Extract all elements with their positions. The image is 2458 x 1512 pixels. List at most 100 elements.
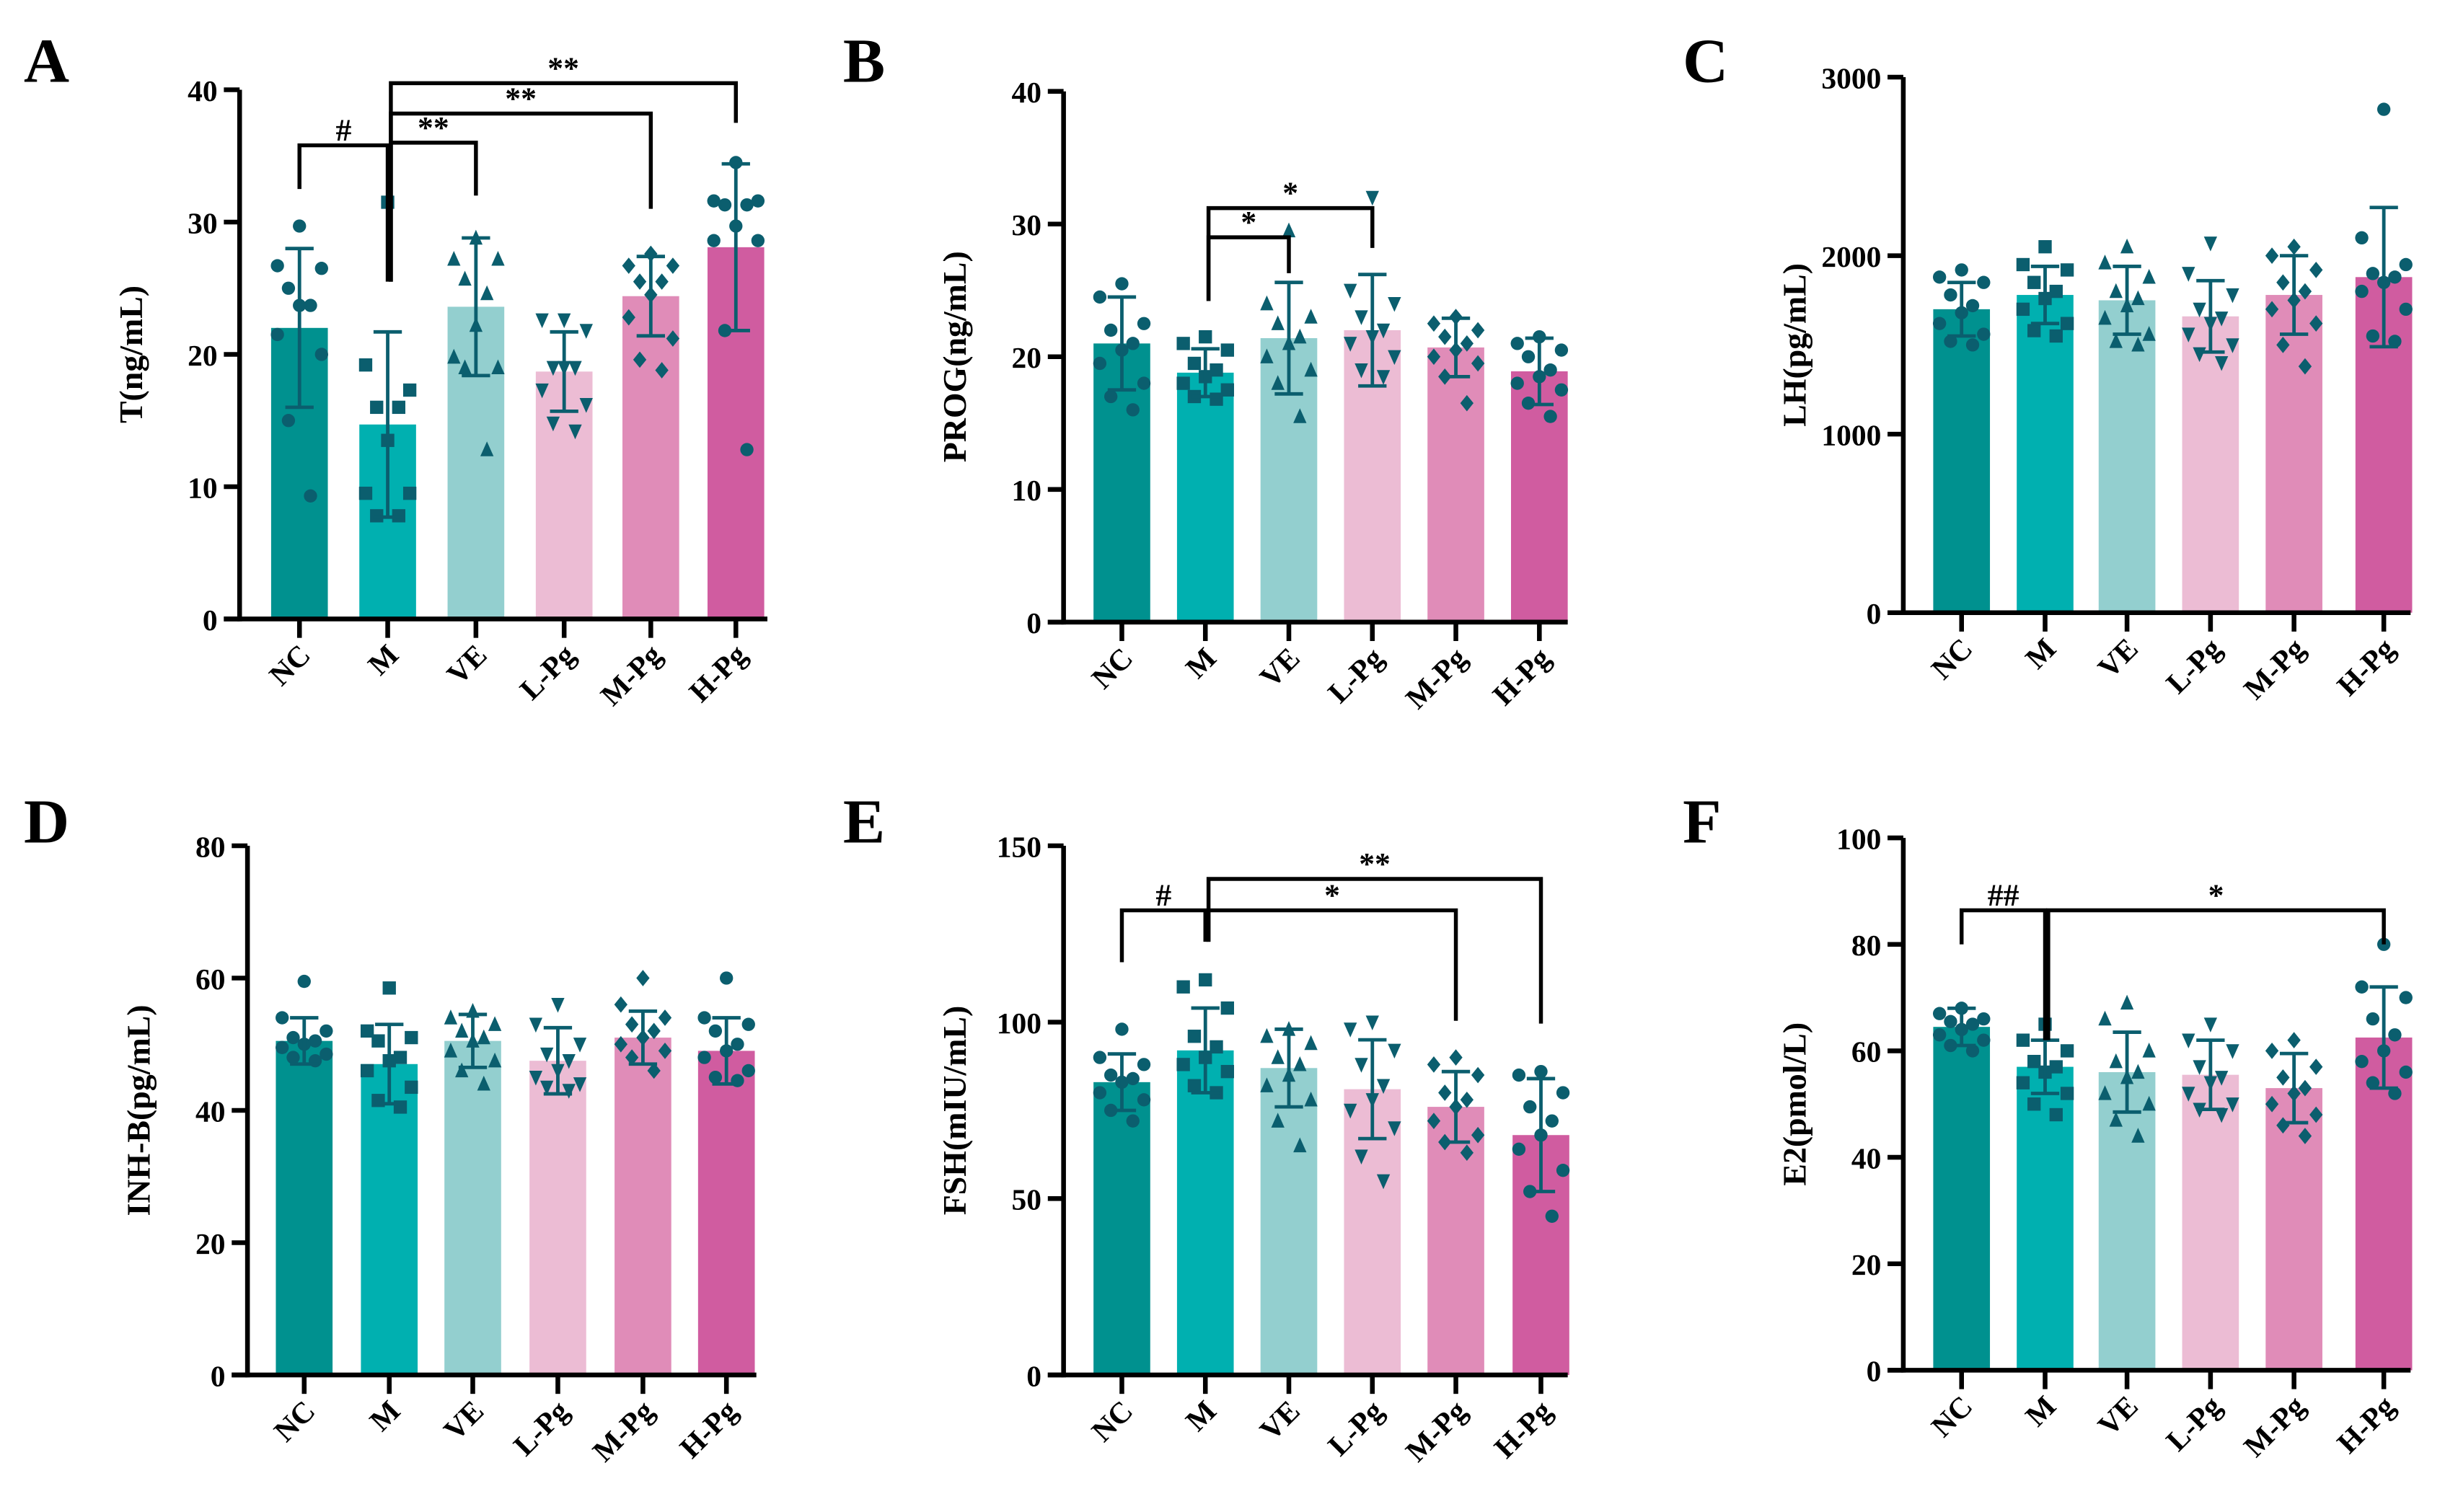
error-bar (636, 255, 665, 338)
y-axis-label: E2(pmol/L) (1776, 1022, 1812, 1186)
data-point (314, 262, 328, 275)
error-bar (2030, 265, 2060, 326)
y-tick-label: 40 (188, 74, 218, 107)
data-point (1554, 343, 1569, 357)
data-point (2309, 1106, 2323, 1123)
data-point (2193, 1060, 2206, 1075)
data-point (1388, 1043, 1401, 1059)
data-point (1932, 317, 1947, 330)
significance-label: # (1155, 878, 1171, 913)
y-tick-label: 150 (997, 830, 1041, 863)
y-tick-label: 100 (997, 1007, 1041, 1040)
error-bar (375, 1022, 404, 1106)
data-point (1282, 222, 1296, 238)
data-point (1471, 322, 1485, 339)
data-point (568, 361, 582, 376)
data-point (2109, 333, 2123, 348)
data-point (2309, 262, 2323, 278)
x-tick-label: VE (440, 638, 493, 691)
data-point (2049, 1108, 2063, 1122)
bar-H-Pg (697, 1051, 755, 1375)
y-tick-label: 20 (1012, 341, 1042, 374)
error-bar (2369, 205, 2398, 349)
bar-M-Pg (614, 1038, 671, 1375)
data-point (740, 198, 754, 212)
data-point (1944, 288, 1957, 302)
bar-VE (2098, 300, 2156, 613)
data-point (2287, 1032, 2301, 1049)
data-point (1260, 1027, 1274, 1043)
data-point (1199, 330, 1212, 344)
data-point (2366, 329, 2380, 343)
data-point (633, 273, 647, 290)
x-tick-label: M (2019, 632, 2062, 675)
x-tick-label: VE (2092, 632, 2144, 684)
significance-label: ** (1359, 846, 1391, 881)
y-tick-label: 60 (195, 963, 226, 996)
panel-B: B 0 10 20 30 40 NC M VE L-Pg M-Pg H-Pg PROG(ng/mL) * * (843, 26, 1569, 715)
data-point (477, 1029, 490, 1045)
data-point (666, 330, 680, 347)
error-bar (2279, 254, 2309, 336)
data-point (655, 362, 669, 379)
data-point (1965, 299, 1980, 313)
data-point (402, 486, 417, 500)
y-tick-label: 1000 (1821, 418, 1881, 451)
data-point (405, 1030, 418, 1045)
data-point (2098, 1085, 2112, 1100)
x-tick-label: NC (268, 1394, 322, 1448)
bracket-line (1119, 908, 1207, 963)
error-bar (2369, 985, 2398, 1090)
data-point (1093, 356, 1107, 371)
error-bar (628, 1009, 658, 1066)
y-tick-label: 3000 (1821, 61, 1881, 94)
data-point (286, 1051, 300, 1064)
bracket-line (1960, 908, 2048, 1040)
data-point (1137, 1058, 1151, 1071)
data-point (2399, 991, 2413, 1004)
error-bar (2113, 1030, 2141, 1114)
data-point (1376, 370, 1391, 385)
bar-M (1176, 1050, 1234, 1375)
data-point (2131, 1064, 2145, 1079)
error-bar (290, 1016, 319, 1066)
data-point (1388, 1121, 1401, 1136)
significance-label: * (1324, 878, 1340, 913)
data-point (707, 234, 721, 247)
error-bar (550, 330, 578, 413)
data-point (320, 1024, 333, 1038)
data-point (535, 383, 549, 399)
bar-M-Pg (1427, 1107, 1484, 1375)
data-point (371, 1034, 385, 1048)
significance-label: ** (418, 110, 449, 145)
data-point (1115, 277, 1129, 291)
data-point (697, 1051, 711, 1064)
data-point (539, 1080, 554, 1096)
data-point (579, 324, 593, 339)
data-point (2276, 337, 2290, 353)
bar-M-Pg (622, 296, 679, 619)
data-point (740, 443, 754, 456)
data-point (2355, 231, 2369, 245)
bracket-line (389, 141, 478, 282)
data-point (1388, 296, 1401, 312)
data-point (568, 424, 582, 440)
data-point (2016, 302, 2030, 317)
bar-VE (2098, 1071, 2156, 1371)
data-point (625, 1016, 639, 1033)
data-point (1260, 348, 1274, 363)
data-point (1471, 355, 1485, 372)
panel-label: C (1683, 26, 1728, 96)
x-tick-label: L-Pg (2159, 632, 2228, 700)
data-point (2214, 355, 2229, 371)
error-bar (1191, 1006, 1220, 1095)
data-point (370, 400, 384, 415)
data-point (2131, 290, 2145, 306)
data-point (1126, 337, 1140, 350)
panel-label: A (24, 26, 69, 96)
data-point (644, 245, 658, 262)
data-point (2060, 1044, 2074, 1058)
data-point (1965, 338, 1980, 352)
bar-VE (444, 1040, 501, 1375)
data-point (455, 1022, 469, 1038)
